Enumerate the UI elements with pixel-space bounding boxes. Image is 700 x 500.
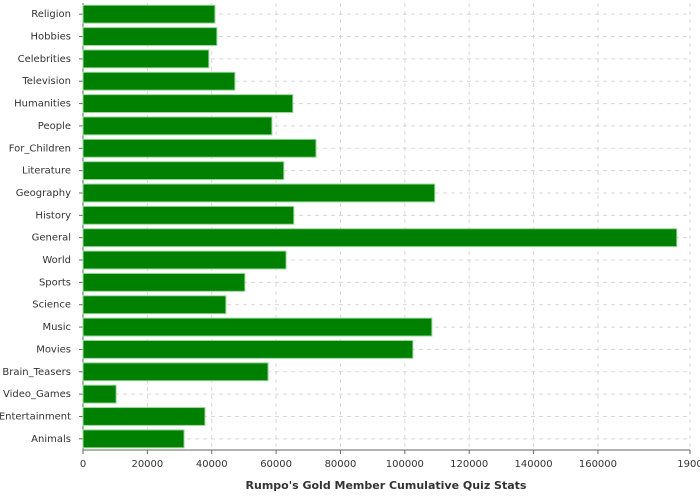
y-tick-label: General [32, 233, 71, 244]
bar [82, 228, 678, 248]
bar [82, 49, 210, 69]
y-tick-label: World [42, 255, 71, 266]
bar [82, 27, 218, 46]
y-tick-label: Sports [39, 277, 71, 288]
bar [82, 339, 414, 359]
y-tick-label: For_Children [9, 143, 71, 154]
bar [82, 71, 236, 91]
bar [82, 295, 227, 315]
bar [82, 407, 206, 426]
y-tick-label: Animals [31, 434, 71, 445]
y-tick-label: Literature [22, 166, 71, 177]
y-tick-label: Celebrities [18, 54, 71, 65]
y-tick-label: Entertainment [0, 411, 71, 422]
y-tick-label: Science [32, 300, 71, 311]
x-axis-title: Rumpo's Gold Member Cumulative Quiz Stat… [246, 479, 527, 492]
bar [82, 429, 185, 449]
bar [82, 138, 317, 158]
x-tick-label: 60000 [260, 459, 292, 470]
x-tick-label: 20000 [131, 459, 163, 470]
plot-area [83, 3, 690, 450]
y-tick-label: Television [21, 76, 71, 87]
y-tick-label: Video_Games [3, 389, 71, 400]
x-tick-label: 0 [80, 459, 86, 470]
x-tick-label: 1900 [677, 459, 700, 470]
x-tick-label: 80000 [325, 459, 357, 470]
x-tick-label: 100000 [386, 459, 424, 470]
bar [82, 272, 246, 292]
y-tick-label: Movies [36, 344, 71, 355]
y-tick-label: Geography [16, 188, 71, 199]
bar [82, 384, 117, 404]
y-tick-label: People [38, 121, 71, 132]
bar [82, 116, 273, 136]
y-tick-label: Religion [31, 9, 71, 20]
y-tick-label: Hobbies [31, 32, 71, 43]
bar [82, 4, 216, 24]
bar [82, 362, 269, 382]
bar [82, 205, 295, 225]
y-tick-label: History [35, 210, 71, 221]
y-tick-label: Humanities [14, 99, 71, 110]
y-tick-label: Brain_Teasers [2, 367, 71, 378]
bar [82, 183, 436, 203]
x-tick-label: 40000 [196, 459, 228, 470]
x-tick-label: 160000 [579, 459, 617, 470]
bar [82, 250, 287, 270]
y-tick-label: Music [43, 322, 71, 333]
bar [82, 161, 285, 181]
x-tick-label: 140000 [514, 459, 552, 470]
x-tick-label: 120000 [450, 459, 488, 470]
bar [82, 94, 294, 114]
bar [82, 317, 433, 337]
